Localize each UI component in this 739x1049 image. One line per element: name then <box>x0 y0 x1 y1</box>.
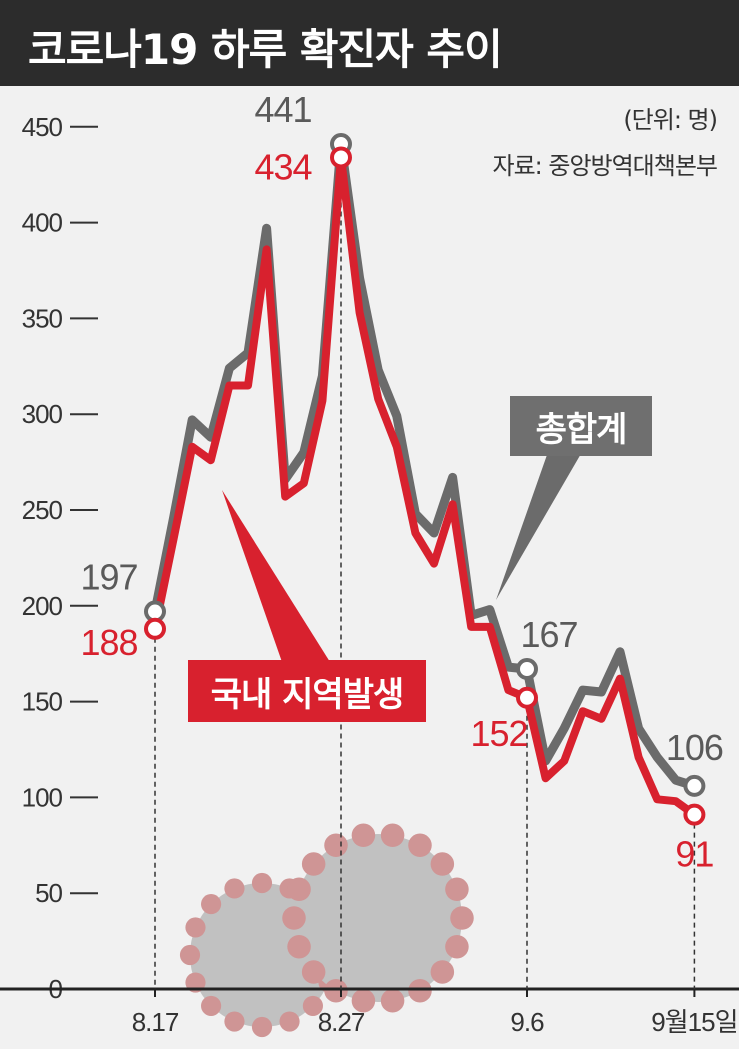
y-tick-label: 50 <box>35 878 62 908</box>
data-label-domestic: 434 <box>254 146 311 187</box>
y-tick-label: 350 <box>22 303 63 333</box>
marker-total <box>516 658 538 681</box>
y-tick-label: 400 <box>22 208 63 238</box>
chart-header: 코로나19 하루 확진자 추이 <box>0 0 739 86</box>
x-tick-label: 9월15일 <box>651 1007 737 1037</box>
data-label-domestic: 152 <box>470 713 527 754</box>
y-tick-label: 250 <box>22 495 63 525</box>
x-tick-label: 8.27 <box>318 1007 365 1037</box>
source-note: 자료: 중앙방역대책본부 <box>492 152 718 180</box>
data-label-domestic: 188 <box>80 622 137 663</box>
data-label-total: 441 <box>254 89 311 130</box>
x-tick-label: 8.17 <box>132 1007 179 1037</box>
virus-particle-right <box>282 823 474 1013</box>
virus-illustration <box>179 823 474 1038</box>
total-series-callout: 총합계 <box>510 396 652 456</box>
x-tick-label: 9.6 <box>510 1007 544 1037</box>
marker-domestic <box>144 617 166 640</box>
y-tick-label: 450 <box>22 112 63 142</box>
callout-pointer-domestic <box>222 490 330 662</box>
data-label-domestic: 91 <box>675 834 713 875</box>
marker-domestic <box>683 803 706 826</box>
data-label-total: 167 <box>520 614 577 655</box>
marker-domestic <box>330 146 352 169</box>
y-tick-label: 150 <box>22 687 63 717</box>
y-tick-label: 300 <box>22 399 63 429</box>
chart-title: 코로나19 하루 확진자 추이 <box>28 25 503 74</box>
series-line-domestic <box>151 153 699 819</box>
y-tick-label: 200 <box>22 591 63 621</box>
callout-pointer-total <box>496 452 582 600</box>
series-line-total <box>150 139 699 791</box>
unit-note: (단위: 명) <box>623 106 718 134</box>
data-label-total: 106 <box>666 727 723 768</box>
y-tick-label: 100 <box>22 782 63 812</box>
marker-domestic <box>516 686 538 709</box>
domestic-series-callout: 국내 지역발생 <box>188 660 426 722</box>
data-label-total: 197 <box>80 557 137 598</box>
marker-total <box>683 774 706 797</box>
